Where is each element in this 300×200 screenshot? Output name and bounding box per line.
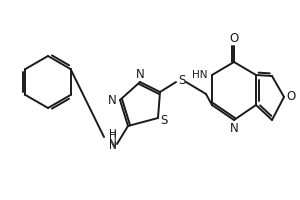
Text: N: N [109,139,117,149]
Text: S: S [160,114,168,127]
Text: O: O [286,90,296,104]
Text: N: N [108,94,116,106]
Text: N: N [136,68,144,80]
Text: H
N: H N [109,129,117,151]
Text: O: O [230,32,238,46]
Text: H: H [109,131,117,141]
Text: S: S [178,73,186,86]
Text: HN: HN [192,70,208,80]
Text: N: N [230,121,238,134]
